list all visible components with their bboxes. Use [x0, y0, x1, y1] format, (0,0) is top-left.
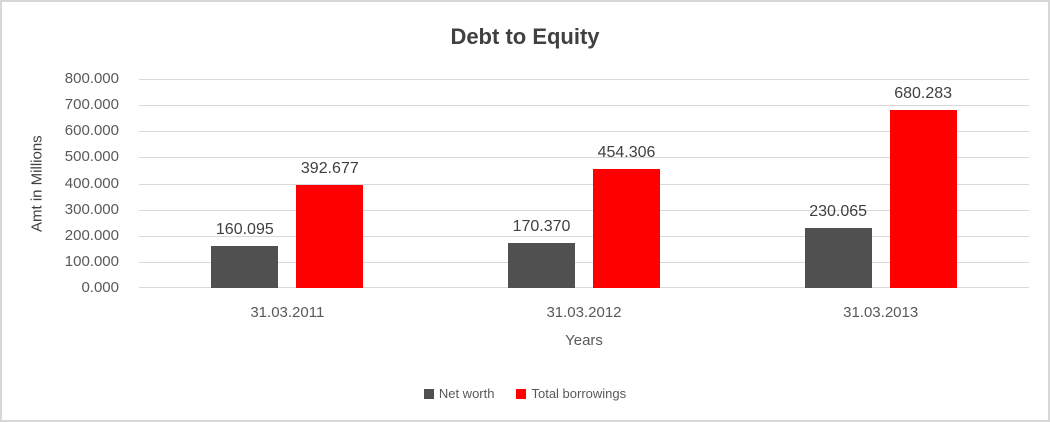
gridline [139, 262, 1029, 263]
y-tick-label: 100.000 [64, 253, 119, 270]
data-label-net-worth-31-03-2012: 170.370 [512, 218, 571, 236]
data-label-net-worth-31-03-2011: 160.095 [215, 221, 274, 239]
y-tick-label: 0.000 [81, 279, 119, 296]
bar-net-worth-31-03-2012 [508, 243, 575, 288]
y-tick-label: 700.000 [64, 96, 119, 113]
y-tick-label: 200.000 [64, 227, 119, 244]
y-tick-label: 800.000 [64, 70, 119, 87]
y-axis-tick-labels: 800.000 700.000 600.000 500.000 400.000 300.0… [27, 70, 127, 296]
x-axis-line [139, 287, 1029, 288]
x-tick-label: 31.03.2013 [843, 304, 919, 321]
y-tick-label: 300.000 [64, 201, 119, 218]
plot-area: 160.095 392.677 170.370 454.306 230.065 680.2… [139, 79, 1029, 288]
bar-total-borrowings-31-03-2013 [889, 110, 957, 288]
gridline [139, 157, 1029, 158]
gridline [139, 131, 1029, 132]
legend-swatch-icon [423, 388, 434, 399]
legend-item-net-worth: Net worth [423, 386, 495, 401]
legend: Net worth Total borrowings [2, 386, 1048, 401]
gridline [139, 184, 1029, 185]
data-label-total-borrowings-31-03-2012: 454.306 [597, 144, 656, 162]
bar-total-borrowings-31-03-2012 [593, 169, 660, 288]
gridline [139, 79, 1029, 80]
data-label-total-borrowings-31-03-2013: 680.283 [894, 85, 953, 103]
y-tick-label: 400.000 [64, 175, 119, 192]
bar-net-worth-31-03-2013 [804, 227, 872, 288]
x-tick-label: 31.03.2012 [546, 304, 622, 321]
legend-label: Net worth [438, 386, 495, 401]
gridline [139, 105, 1029, 106]
bar-total-borrowings-31-03-2011 [296, 185, 364, 288]
legend-swatch-icon [516, 388, 527, 399]
data-label-total-borrowings-31-03-2011: 392.677 [300, 160, 359, 178]
x-tick-label: 31.03.2011 [250, 304, 325, 321]
x-axis-title: Years [565, 332, 603, 349]
bar-net-worth-31-03-2011 [211, 246, 279, 288]
gridline [139, 236, 1029, 237]
chart-title: Debt to Equity [450, 24, 600, 49]
legend-label: Total borrowings [531, 386, 627, 401]
y-tick-label: 500.000 [64, 148, 119, 165]
gridline [139, 210, 1029, 211]
x-axis-tick-labels: 31.03.2011 31.03.2012 31.03.2013 [139, 304, 1029, 324]
data-label-net-worth-31-03-2013: 230.065 [809, 202, 868, 220]
legend-item-total-borrowings: Total borrowings [516, 386, 626, 401]
y-tick-label: 600.000 [64, 122, 119, 139]
